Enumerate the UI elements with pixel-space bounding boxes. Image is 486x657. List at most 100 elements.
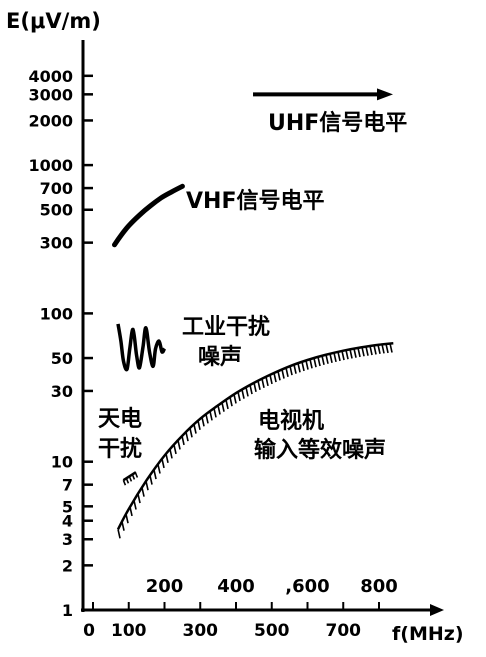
- series-tv-noise-hatch-50: [317, 356, 321, 367]
- y-tick-label-15: 3000: [28, 85, 73, 104]
- series-tv-noise-hatch-6: [141, 487, 145, 497]
- series-tv-noise-hatch-15: [177, 440, 181, 450]
- series-label-industrial-noise-line2: 噪声: [198, 345, 242, 370]
- x-tick-label-lower-0: 0: [83, 621, 95, 641]
- y-tick-label-11: 500: [40, 201, 73, 220]
- series-layer: [112, 88, 394, 539]
- series-tv-noise-hatch-52: [325, 354, 329, 364]
- series-tv-noise-hatch-68: [389, 343, 393, 353]
- series-tv-noise-hatch-17: [185, 431, 189, 442]
- y-tick-label-1: 2: [62, 556, 73, 575]
- series-tv-noise-hatch-16: [181, 435, 185, 446]
- y-tick-label-6: 10: [51, 453, 73, 472]
- axes: [81, 40, 444, 616]
- series-tv-noise-hatch-12: [165, 453, 169, 464]
- series-tv-noise-hatch-66: [381, 344, 385, 354]
- series-tv-noise-hatch-35: [257, 380, 261, 391]
- series-tv-noise-hatch-61: [361, 347, 365, 357]
- y-tick-label-9: 100: [40, 304, 73, 323]
- series-tv-noise-hatch-38: [269, 374, 273, 385]
- series-tv-noise-hatch-2: [125, 513, 129, 524]
- series-industrial-noise-line: [116, 323, 167, 372]
- y-tick-label-10: 300: [40, 234, 73, 253]
- series-tv-noise-hatch-3: [129, 506, 133, 517]
- y-tick-label-3: 4: [62, 512, 73, 531]
- series-tv-noise-hatch-22: [205, 414, 209, 424]
- series-tv-noise-hatch-4: [133, 500, 137, 510]
- series-atmospheric-hatch-1: [125, 477, 130, 484]
- series-tv-noise-hatch-23: [209, 411, 213, 421]
- x-tick-label-upper-1: 400: [217, 576, 255, 597]
- y-tick-label-5: 7: [62, 476, 73, 495]
- series-tv-noise-hatch-59: [353, 348, 357, 358]
- series-tv-noise-hatch-58: [349, 349, 353, 359]
- series-tv-noise-hatch-36: [261, 378, 265, 389]
- y-tick-label-13: 1000: [28, 156, 73, 175]
- series-tv-noise-hatch-45: [297, 363, 301, 373]
- series-tv-noise-hatch-25: [217, 405, 221, 415]
- series-tv-noise-hatch-34: [253, 382, 257, 392]
- x-tick-label-upper-2: ,600: [285, 576, 329, 597]
- series-label-uhf: UHF信号电平: [268, 110, 407, 136]
- series-tv-noise-hatch-18: [189, 428, 193, 438]
- x-axis-label: f(MHz): [392, 623, 464, 645]
- y-tick-label-2: 3: [62, 530, 73, 549]
- y-tick-label-7: 30: [51, 382, 73, 401]
- series-atmospheric-hatch-2: [128, 476, 133, 482]
- x-tick-label-upper-3: 800: [360, 576, 398, 597]
- series-tv-noise-hatch-31: [241, 389, 245, 399]
- series-tv-noise-hatch-54: [333, 352, 337, 363]
- series-atmospheric: [122, 471, 139, 486]
- series-tv-noise-hatch-19: [193, 424, 197, 434]
- series-tv-noise-hatch-9: [153, 469, 157, 480]
- y-axis-label: E(μV/m): [6, 9, 101, 33]
- series-tv-noise-hatch-42: [285, 367, 289, 378]
- series-tv-noise-hatch-51: [321, 355, 325, 366]
- series-tv-noise-hatch-46: [301, 361, 305, 372]
- series-label-industrial-noise-line1: 工业干扰: [182, 315, 270, 340]
- series-tv-noise-hatch-1: [121, 521, 125, 531]
- series-tv-noise-hatch-20: [197, 420, 201, 430]
- series-tv-noise-hatch-26: [221, 402, 225, 412]
- series-tv-noise-hatch-44: [293, 364, 297, 374]
- series-tv-noise-hatch-27: [225, 399, 229, 410]
- series-uhf-arrowhead: [377, 88, 393, 101]
- series-tv-noise-hatch-48: [309, 359, 313, 369]
- series-tv-noise-hatch-21: [201, 417, 205, 427]
- series-tv-noise: [116, 341, 394, 539]
- x-tick-label-lower-4: 700: [326, 621, 362, 641]
- series-label-atmospheric-line2: 干扰: [98, 437, 142, 462]
- x-tick-label-lower-2: 300: [183, 621, 219, 641]
- y-tick-label-0: 1: [62, 601, 73, 620]
- series-tv-noise-hatch-56: [341, 350, 345, 361]
- series-tv-noise-edge: [116, 341, 394, 530]
- series-tv-noise-hatch-32: [245, 387, 249, 397]
- series-tv-noise-hatch-47: [305, 360, 309, 370]
- series-tv-noise-hatch-49: [313, 357, 317, 368]
- series-atmospheric-hatch-3: [131, 474, 136, 480]
- series-tv-noise-hatch-30: [237, 391, 241, 402]
- series-label-atmospheric: 天电 干扰: [98, 407, 150, 462]
- series-tv-noise-hatch-55: [337, 351, 341, 362]
- series-label-tv-noise-line1: 电视机: [258, 408, 324, 434]
- series-tv-noise-hatch-8: [149, 475, 153, 485]
- series-tv-noise-hatch-43: [289, 365, 293, 376]
- series-tv-noise-hatch-10: [157, 464, 161, 474]
- x-ticks: 0 100 300 500 700 200 400 ,600 800: [83, 576, 398, 641]
- series-tv-noise-hatch-0: [117, 529, 121, 539]
- series-tv-noise-hatch-24: [213, 408, 217, 418]
- series-tv-noise-hatch-5: [137, 493, 141, 504]
- series-tv-noise-hatch-67: [385, 343, 389, 354]
- series-tv-noise-hatch-64: [373, 345, 377, 355]
- series-tv-noise-hatch-29: [233, 394, 237, 404]
- series-label-vhf: VHF信号电平: [186, 188, 324, 214]
- series-vhf-line: [112, 183, 185, 248]
- series-tv-noise-hatch-37: [265, 376, 269, 387]
- series-label-tv-noise-line2: 输入等效噪声: [254, 437, 386, 463]
- series-tv-noise-hatch-40: [277, 371, 281, 381]
- series-tv-noise-hatch-33: [249, 384, 253, 395]
- x-tick-label-upper-0: 200: [146, 576, 184, 597]
- x-tick-label-lower-1: 100: [111, 621, 147, 641]
